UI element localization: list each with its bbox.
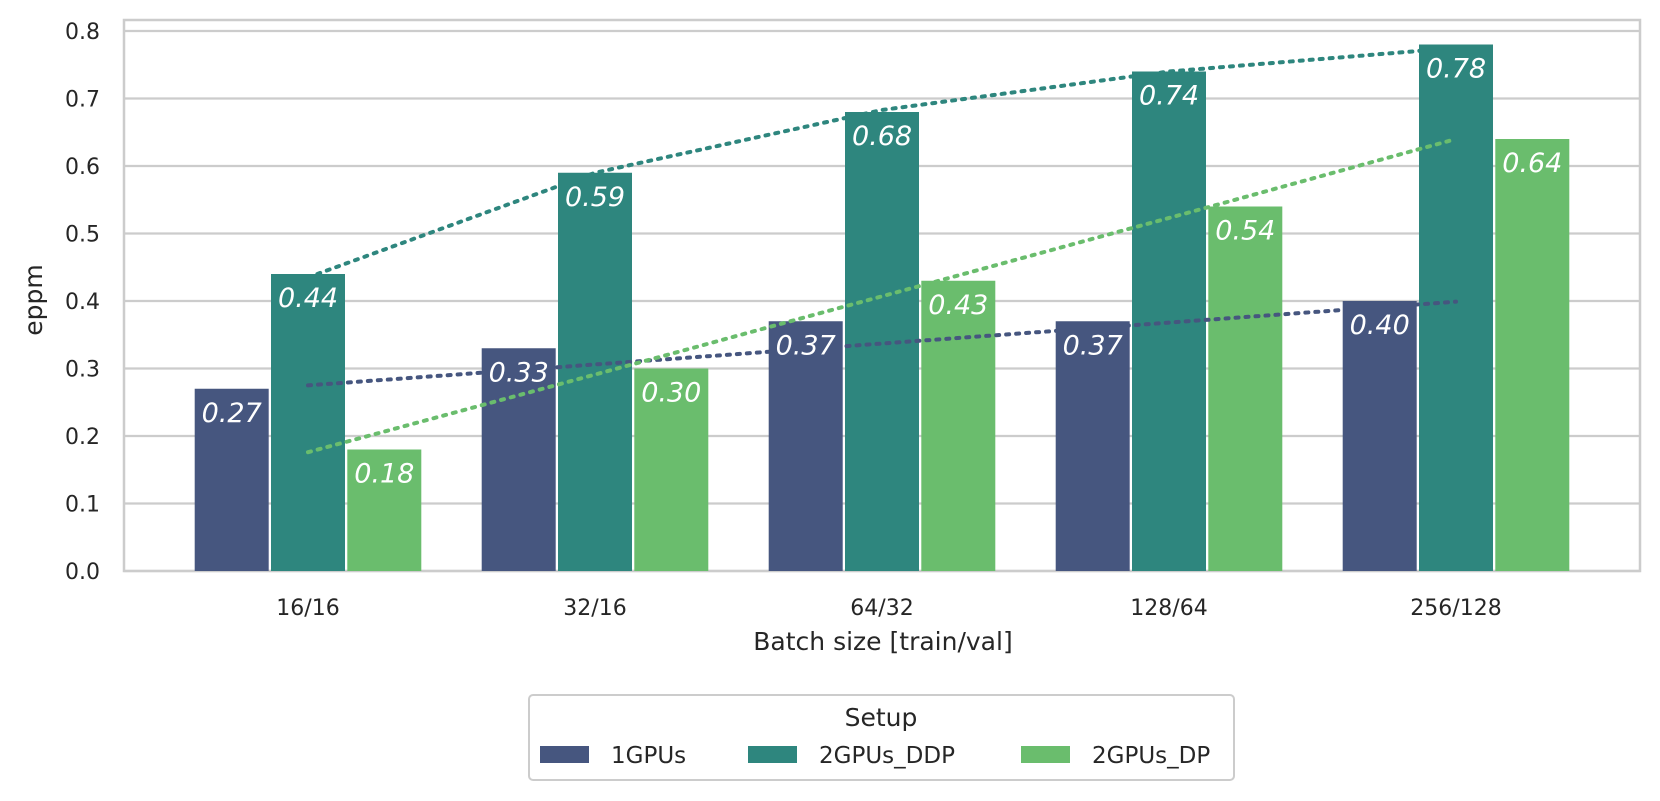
bar-1GPUs-256/128 <box>1342 301 1417 571</box>
bar-value-label: 0.74 <box>1139 81 1199 112</box>
bar-value-label: 0.37 <box>1063 330 1123 361</box>
x-axis-ticks: 16/16 32/16 64/32 128/64 256/128 <box>276 596 1501 621</box>
bar-value-label: 0.78 <box>1426 54 1486 85</box>
bar-1GPUs-64/32 <box>768 321 843 571</box>
trend-lines <box>306 45 1458 455</box>
y-tick-label: 0.6 <box>65 155 100 180</box>
y-tick-label: 0.0 <box>65 560 100 585</box>
bar-value-label: 0.18 <box>354 459 414 490</box>
x-axis-title: Batch size [train/val] <box>753 627 1012 656</box>
bar-2GPUs_DP-16/16 <box>347 449 422 571</box>
bar-value-label: 0.68 <box>852 121 912 152</box>
legend-items: 1GPUs 2GPUs_DDP 2GPUs_DP <box>540 743 1210 769</box>
bar-value-label: 0.30 <box>641 378 701 409</box>
bar-1GPUs-32/16 <box>481 348 556 571</box>
bar-value-label: 0.37 <box>776 330 836 361</box>
legend-label: 2GPUs_DP <box>1092 743 1210 769</box>
y-tick-label: 0.5 <box>65 223 100 248</box>
bar-2GPUs_DDP-256/128 <box>1419 44 1493 571</box>
bar-value-label: 0.44 <box>278 283 338 314</box>
bar-1GPUs-16/16 <box>194 388 269 571</box>
y-tick-label: 0.3 <box>65 358 100 383</box>
bar-2GPUs_DP-32/16 <box>634 368 709 571</box>
x-tick-label: 256/128 <box>1410 596 1501 621</box>
bar-value-label: 0.43 <box>928 290 988 321</box>
bar-2GPUs_DP-128/64 <box>1208 206 1283 571</box>
y-tick-label: 0.4 <box>65 290 100 315</box>
bar-2GPUs_DDP-32/16 <box>558 172 632 571</box>
bar-labels: 0.27 0.33 0.37 0.37 0.40 0.44 0.59 0.68 0.74 0.78… <box>202 54 1563 490</box>
bar-1GPUs-128/64 <box>1055 321 1130 571</box>
y-tick-label: 0.1 <box>65 493 100 518</box>
bar-2GPUs_DDP-16/16 <box>271 274 345 571</box>
y-axis-ticks: 0.0 0.1 0.2 0.3 0.4 0.5 0.6 0.7 0.8 <box>65 20 100 585</box>
bar-2GPUs_DP-256/128 <box>1495 139 1570 571</box>
bar-value-label: 0.40 <box>1350 310 1410 341</box>
x-tick-label: 32/16 <box>563 596 626 621</box>
legend-swatch-1GPUs <box>540 746 589 763</box>
bar-value-label: 0.27 <box>202 398 262 429</box>
y-tick-label: 0.2 <box>65 425 100 450</box>
bar-value-label: 0.64 <box>1502 148 1562 179</box>
bar-value-label: 0.54 <box>1215 216 1275 247</box>
legend-title: Setup <box>845 703 918 732</box>
trend-line-1GPUs <box>306 299 1458 388</box>
bar-2GPUs_DP-64/32 <box>921 280 996 571</box>
y-axis-title: eppm <box>19 264 48 335</box>
y-tick-label: 0.8 <box>65 20 100 45</box>
trend-line-2GPUs_DDP <box>306 45 1458 280</box>
x-tick-label: 128/64 <box>1130 596 1207 621</box>
x-tick-label: 64/32 <box>850 596 913 621</box>
y-tick-label: 0.7 <box>65 88 100 113</box>
legend-swatch-2GPUs_DDP <box>748 746 797 763</box>
legend-label: 1GPUs <box>611 743 686 769</box>
bar-value-label: 0.33 <box>489 357 549 388</box>
legend: Setup 1GPUs 2GPUs_DDP 2GPUs_DP <box>528 694 1235 781</box>
x-tick-label: 16/16 <box>276 596 339 621</box>
trend-line-2GPUs_DP <box>306 137 1458 455</box>
legend-swatch-2GPUs_DP <box>1021 746 1070 763</box>
bar-value-label: 0.59 <box>565 182 625 213</box>
legend-label: 2GPUs_DDP <box>819 743 955 769</box>
